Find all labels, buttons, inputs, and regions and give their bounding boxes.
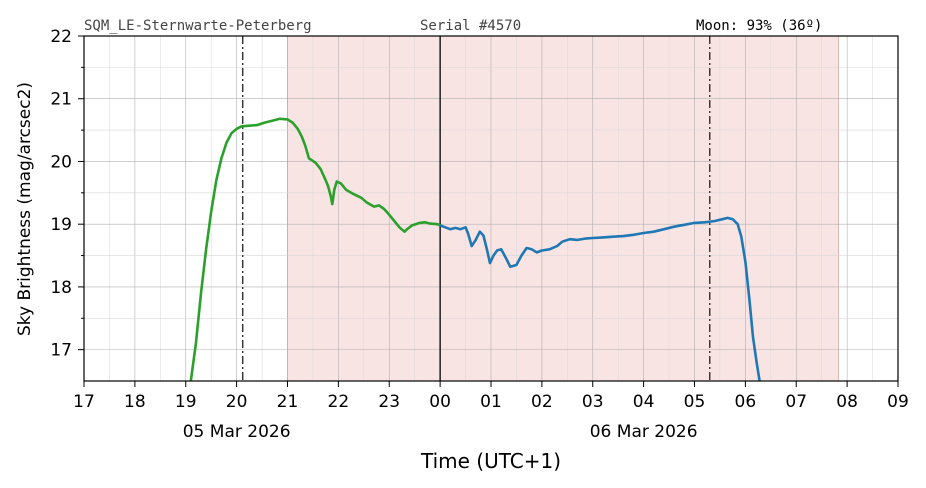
series-line-2 bbox=[439, 216, 761, 382]
date-label: 06 Mar 2026 bbox=[590, 422, 698, 442]
x-tick-label: 20 bbox=[226, 392, 248, 412]
x-tick-label: 01 bbox=[480, 392, 502, 412]
y-tick-label: 22 bbox=[50, 27, 72, 47]
x-tick-label: 21 bbox=[277, 392, 299, 412]
date-labels: 05 Mar 2026 06 Mar 2026 bbox=[183, 422, 698, 442]
x-tick-label: 04 bbox=[633, 392, 655, 412]
x-axis-ticks: 17 18 19 20 21 22 23 00 01 02 03 04 05 06 07 08 09 bbox=[73, 381, 909, 412]
grid-layer bbox=[83, 35, 899, 381]
date-label: 05 Mar 2026 bbox=[183, 422, 291, 442]
x-tick-label: 23 bbox=[378, 392, 400, 412]
x-tick-label: 17 bbox=[73, 392, 95, 412]
y-tick-label: 20 bbox=[50, 152, 72, 172]
y-axis-title: Sky Brightness (mag/arcsec2) bbox=[15, 82, 35, 336]
y-tick-label: 21 bbox=[50, 90, 72, 110]
x-tick-label: 09 bbox=[887, 392, 909, 412]
x-tick-label: 07 bbox=[785, 392, 807, 412]
x-tick-label: 02 bbox=[531, 392, 553, 412]
y-axis-ticks: 17 18 19 20 21 22 bbox=[50, 27, 84, 361]
moon-info: Moon: 93% (36º) bbox=[696, 18, 822, 34]
series-line-1 bbox=[189, 117, 441, 382]
x-tick-label: 05 bbox=[684, 392, 706, 412]
x-tick-label: 06 bbox=[735, 392, 757, 412]
marker-layer bbox=[242, 36, 711, 381]
x-tick-label: 19 bbox=[175, 392, 197, 412]
x-tick-label: 08 bbox=[836, 392, 858, 412]
night-shading-layer bbox=[287, 35, 839, 382]
series-layer bbox=[189, 117, 761, 382]
y-tick-label: 19 bbox=[50, 215, 72, 235]
x-tick-label: 18 bbox=[124, 392, 146, 412]
serial-number: Serial #4570 bbox=[420, 18, 521, 34]
x-tick-label: 03 bbox=[582, 392, 604, 412]
y-tick-label: 18 bbox=[50, 278, 72, 298]
x-axis-title: Time (UTC+1) bbox=[420, 449, 561, 473]
night-shading bbox=[287, 35, 839, 382]
station-name: SQM_LE-Sternwarte-Peterberg bbox=[84, 18, 312, 34]
x-tick-label: 22 bbox=[328, 392, 350, 412]
x-tick-label: 00 bbox=[429, 392, 451, 412]
y-tick-label: 17 bbox=[50, 341, 72, 361]
